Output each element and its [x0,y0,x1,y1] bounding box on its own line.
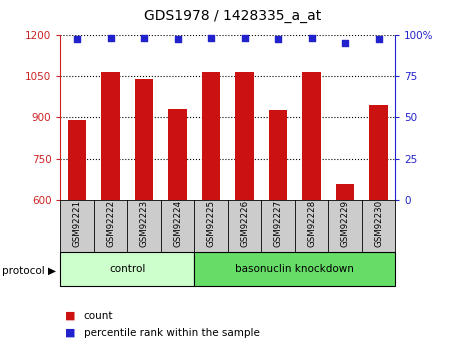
Text: GSM92225: GSM92225 [206,200,216,247]
Point [341,40,349,46]
Text: control: control [109,264,146,274]
Bar [369,105,388,200]
Text: ■: ■ [65,311,76,321]
Bar [202,72,220,200]
Point [241,35,248,41]
Text: count: count [84,311,113,321]
Point [274,37,282,42]
Text: GSM92227: GSM92227 [273,200,283,247]
Text: GSM92223: GSM92223 [140,200,149,247]
Point [308,35,315,41]
Point [73,37,81,42]
Text: ■: ■ [65,328,76,338]
Bar [60,252,194,286]
Point [107,35,114,41]
Text: GSM92228: GSM92228 [307,200,316,247]
Text: GSM92226: GSM92226 [240,200,249,247]
Text: GSM92224: GSM92224 [173,200,182,247]
Point [140,35,148,41]
Point [207,35,215,41]
Text: percentile rank within the sample: percentile rank within the sample [84,328,259,338]
Text: GSM92229: GSM92229 [340,200,350,247]
Text: GSM92230: GSM92230 [374,200,383,247]
Text: basonuclin knockdown: basonuclin knockdown [235,264,354,274]
Text: GSM92221: GSM92221 [73,200,82,247]
Bar [168,109,187,200]
Bar [101,72,120,200]
Bar [336,184,354,200]
Bar [68,120,86,200]
Bar [194,252,395,286]
Bar [302,72,321,200]
Bar [135,79,153,200]
Text: GSM92222: GSM92222 [106,200,115,247]
Bar [235,72,254,200]
Point [174,37,181,42]
Text: protocol ▶: protocol ▶ [2,266,56,276]
Bar [269,110,287,200]
Text: GDS1978 / 1428335_a_at: GDS1978 / 1428335_a_at [144,9,321,23]
Point [375,37,382,42]
